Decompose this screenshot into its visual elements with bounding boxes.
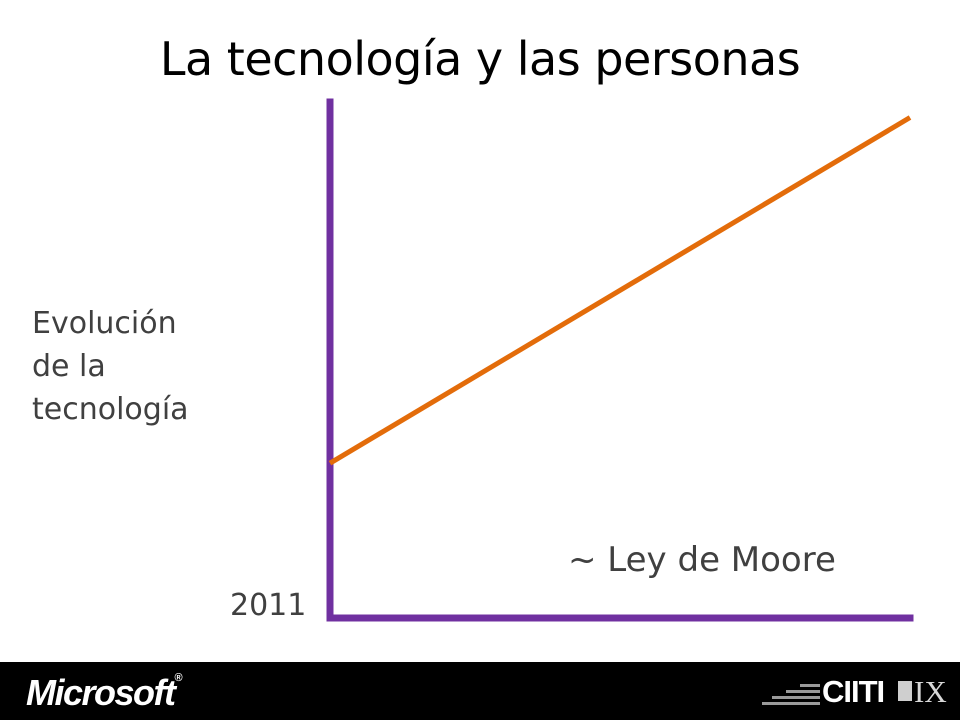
y-axis-label-line-1: Evolución xyxy=(32,306,177,341)
registered-mark: ® xyxy=(174,672,183,684)
slide-title: La tecnología y las personas xyxy=(159,32,801,86)
citix-logo-text-a: CIITI xyxy=(822,674,885,709)
x-start-label: 2011 xyxy=(230,588,307,623)
y-axis-label-line-3: tecnología xyxy=(32,392,189,427)
series-line-1 xyxy=(328,115,912,466)
y-axis-label-line-2: de la xyxy=(32,349,106,384)
moore-law-annotation: ~ Ley de Moore xyxy=(568,540,836,580)
citix-square-icon xyxy=(898,681,912,701)
microsoft-logo-text: Microsoft xyxy=(26,672,176,713)
footer-bar: Microsoft® CIITI IX xyxy=(0,662,960,720)
citix-logo: CIITI IX xyxy=(760,670,950,714)
citix-logo-text-b: IX xyxy=(914,674,947,709)
y-axis-label: Evolución de la tecnología xyxy=(32,302,189,431)
microsoft-logo: Microsoft® xyxy=(26,672,183,714)
citix-stripes-icon xyxy=(760,670,820,714)
series-layer xyxy=(328,115,912,466)
